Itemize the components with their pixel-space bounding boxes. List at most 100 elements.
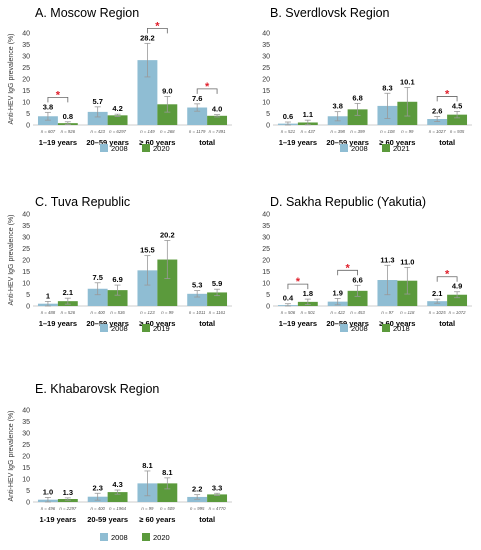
sample-size-label: n = 501 xyxy=(301,310,316,315)
sample-size-label: n = 926 xyxy=(61,129,76,134)
sample-size-label: n = 7491 xyxy=(209,129,226,134)
x-category-label: 20–59 years xyxy=(326,319,369,328)
x-category-label: 1–19 years xyxy=(39,138,77,147)
sample-size-label: n = 488 xyxy=(41,310,56,315)
bar xyxy=(347,109,368,125)
bar xyxy=(137,270,158,306)
legend-swatch xyxy=(340,144,348,152)
chart-panel: A. Moscow Region Anti-HEV IgG prevalence … xyxy=(8,6,232,153)
chart-panel: B. Sverdlovsk Region 0 5 10 15 20 25 30 35 40 0.6 n… xyxy=(262,6,472,153)
data-label: 3.8 xyxy=(332,102,342,111)
x-category-label: 20-59 years xyxy=(87,515,128,524)
legend-swatch xyxy=(340,324,348,332)
legend-label: 2021 xyxy=(393,144,410,153)
x-category-label: total xyxy=(199,138,215,147)
data-label: 0.8 xyxy=(63,112,73,121)
sample-size-label: n = 1964 xyxy=(109,506,126,511)
y-tick-label: 0 xyxy=(266,304,270,311)
y-tick-label: 25 xyxy=(22,246,30,253)
y-axis-label: Anti-HEV IgG prevalence (%) xyxy=(8,214,15,305)
legend-label: 2018 xyxy=(393,324,410,333)
y-tick-label: 20 xyxy=(22,77,30,84)
significance-bracket xyxy=(47,96,69,103)
data-label: 5.9 xyxy=(212,279,222,288)
x-category-label: 1-19 years xyxy=(40,515,77,524)
bar xyxy=(207,115,228,125)
y-tick-label: 5 xyxy=(266,111,270,118)
x-category-label: ≥ 60 years xyxy=(379,138,415,147)
bar xyxy=(157,259,178,306)
y-tick-label: 5 xyxy=(26,292,30,299)
sample-size-label: n = 123 xyxy=(140,310,155,315)
legend-swatch xyxy=(142,533,150,541)
significance-bracket xyxy=(436,96,458,102)
significance-star: * xyxy=(155,20,160,32)
data-label: 4.3 xyxy=(112,480,122,489)
data-label: 1.8 xyxy=(303,289,313,298)
sample-size-label: n = 118 xyxy=(400,310,415,315)
y-tick-label: 25 xyxy=(22,442,30,449)
data-label: 9.0 xyxy=(162,86,172,95)
data-label: 0.4 xyxy=(283,294,294,303)
data-label: 6.6 xyxy=(352,275,362,284)
data-label: 11.0 xyxy=(400,257,414,266)
y-tick-label: 10 xyxy=(262,281,270,288)
y-tick-label: 5 xyxy=(26,111,30,118)
y-tick-label: 20 xyxy=(262,77,270,84)
y-tick-label: 35 xyxy=(22,419,30,426)
y-tick-label: 25 xyxy=(262,65,270,72)
legend-label: 2008 xyxy=(111,144,128,153)
legend-swatch xyxy=(100,533,108,541)
x-category-label: 20–59 years xyxy=(86,319,129,328)
y-axis-label: Anti-HEV IgG prevalence (%) xyxy=(8,33,15,124)
data-label: 8.1 xyxy=(142,461,152,470)
legend-swatch xyxy=(142,144,150,152)
y-tick-label: 10 xyxy=(22,281,30,288)
sample-size-label: n = 521 xyxy=(281,129,296,134)
y-tick-label: 40 xyxy=(22,212,30,219)
legend-swatch xyxy=(382,324,390,332)
chart-panel: C. Tuva Republic Anti-HEV IgG prevalence … xyxy=(8,195,232,333)
significance-bracket xyxy=(436,276,458,282)
legend-label: 2008 xyxy=(111,324,128,333)
legend-swatch xyxy=(382,144,390,152)
y-tick-label: 35 xyxy=(22,223,30,230)
bar xyxy=(427,119,448,125)
data-label: 1.0 xyxy=(43,487,53,496)
y-tick-label: 30 xyxy=(22,54,30,61)
sample-size-label: n = 496 xyxy=(41,506,56,511)
sample-size-label: n = 526 xyxy=(61,310,76,315)
sample-size-label: n = 4770 xyxy=(209,506,226,511)
data-label: 2.3 xyxy=(92,483,102,492)
data-label: 2.1 xyxy=(432,289,442,298)
bar xyxy=(207,494,228,502)
sample-size-label: n = 453 xyxy=(350,310,365,315)
y-tick-label: 20 xyxy=(262,258,270,265)
sample-size-label: n = 995 xyxy=(190,506,205,511)
bar xyxy=(107,492,128,502)
y-tick-label: 25 xyxy=(262,246,270,253)
sample-size-label: n = 1025 xyxy=(429,310,446,315)
y-tick-label: 15 xyxy=(262,269,270,276)
y-tick-label: 35 xyxy=(262,223,270,230)
sample-size-label: n = 536 xyxy=(110,310,125,315)
data-label: 7.5 xyxy=(92,273,102,282)
legend-label: 2008 xyxy=(111,533,128,542)
x-category-label: total xyxy=(439,138,455,147)
y-tick-label: 10 xyxy=(22,100,30,107)
x-category-label: ≥ 60 years xyxy=(139,319,175,328)
y-tick-label: 15 xyxy=(22,269,30,276)
y-tick-label: 10 xyxy=(22,477,30,484)
chart-panel: D. Sakha Republic (Yakutia) 0 5 10 15 20 25 30 3… xyxy=(262,195,472,333)
y-tick-label: 0 xyxy=(266,123,270,130)
sample-size-label: n = 149 xyxy=(140,129,155,134)
x-category-label: 20–59 years xyxy=(326,138,369,147)
significance-star: * xyxy=(296,276,301,288)
sample-size-label: n = 6297 xyxy=(109,129,126,134)
bar xyxy=(447,294,468,306)
data-label: 6.8 xyxy=(352,93,362,102)
x-category-label: total xyxy=(439,319,455,328)
y-tick-label: 25 xyxy=(22,65,30,72)
panel-title: B. Sverdlovsk Region xyxy=(270,6,390,20)
